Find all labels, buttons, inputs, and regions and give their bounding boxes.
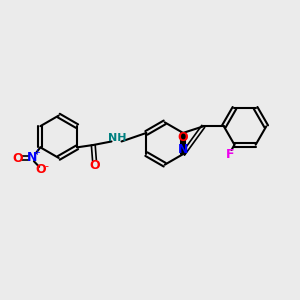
Text: O: O (36, 163, 46, 176)
Text: +: + (33, 148, 40, 157)
Text: O: O (178, 131, 188, 144)
Text: O: O (13, 152, 23, 165)
Text: NH: NH (108, 133, 126, 142)
Text: N: N (178, 142, 188, 156)
Text: -: - (44, 161, 48, 171)
Text: N: N (27, 151, 37, 164)
Text: F: F (226, 148, 234, 161)
Text: O: O (89, 159, 100, 172)
